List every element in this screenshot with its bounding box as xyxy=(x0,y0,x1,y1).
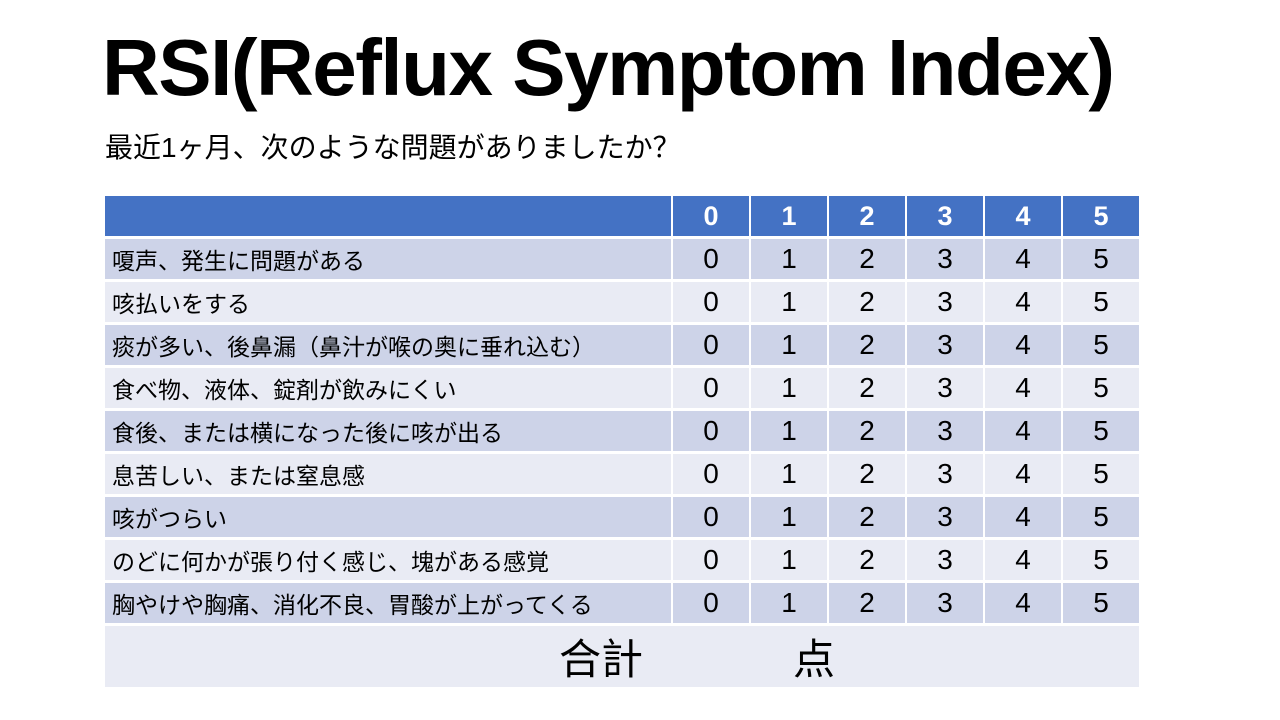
page-subtitle: 最近1ヶ月、次のような問題がありましたか？ xyxy=(105,132,681,163)
score-cell: 0 xyxy=(673,282,749,322)
score-cell: 1 xyxy=(751,497,827,537)
total-inner: 合計 点 xyxy=(559,626,835,687)
symptom-label-cell: 咳払いをする xyxy=(105,282,671,322)
score-cell: 2 xyxy=(829,239,905,279)
rsi-score-table: 0 1 2 3 4 5 嗄声、発生に問題がある 0 1 2 3 4 5 咳払いを… xyxy=(103,193,1141,690)
score-cell: 4 xyxy=(985,239,1061,279)
score-cell: 3 xyxy=(907,497,983,537)
table-row: 咳がつらい 0 1 2 3 4 5 xyxy=(105,497,1139,537)
score-cell: 4 xyxy=(985,282,1061,322)
score-cell: 5 xyxy=(1063,325,1139,365)
score-cell: 2 xyxy=(829,325,905,365)
score-cell: 1 xyxy=(751,368,827,408)
symptom-label-cell: 痰が多い、後鼻漏（鼻汁が喉の奥に垂れ込む） xyxy=(105,325,671,365)
table-row: 痰が多い、後鼻漏（鼻汁が喉の奥に垂れ込む） 0 1 2 3 4 5 xyxy=(105,325,1139,365)
score-header-cell: 2 xyxy=(829,196,905,236)
score-cell: 5 xyxy=(1063,368,1139,408)
score-cell: 0 xyxy=(673,540,749,580)
symptom-label-cell: 胸やけや胸痛、消化不良、胃酸が上がってくる xyxy=(105,583,671,623)
total-cell: 合計 点 xyxy=(105,626,1139,687)
symptom-label-cell: のどに何かが張り付く感じ、塊がある感覚 xyxy=(105,540,671,580)
score-cell: 3 xyxy=(907,540,983,580)
score-cell: 3 xyxy=(907,411,983,451)
score-cell: 2 xyxy=(829,368,905,408)
score-cell: 4 xyxy=(985,368,1061,408)
symptom-label-cell: 食べ物、液体、錠剤が飲みにくい xyxy=(105,368,671,408)
score-cell: 1 xyxy=(751,540,827,580)
page-title: RSI(Reflux Symptom Index) xyxy=(102,23,1115,112)
score-cell: 5 xyxy=(1063,540,1139,580)
symptom-label-cell: 食後、または横になった後に咳が出る xyxy=(105,411,671,451)
score-header-cell: 3 xyxy=(907,196,983,236)
score-cell: 5 xyxy=(1063,411,1139,451)
score-cell: 4 xyxy=(985,497,1061,537)
score-cell: 3 xyxy=(907,282,983,322)
score-cell: 3 xyxy=(907,454,983,494)
score-cell: 4 xyxy=(985,411,1061,451)
score-cell: 1 xyxy=(751,282,827,322)
symptom-label-cell: 咳がつらい xyxy=(105,497,671,537)
score-header-cell: 0 xyxy=(673,196,749,236)
score-cell: 2 xyxy=(829,583,905,623)
score-cell: 2 xyxy=(829,282,905,322)
table-row: 食後、または横になった後に咳が出る 0 1 2 3 4 5 xyxy=(105,411,1139,451)
score-cell: 5 xyxy=(1063,497,1139,537)
header-empty-cell xyxy=(105,196,671,236)
score-cell: 2 xyxy=(829,540,905,580)
table-row: 嗄声、発生に問題がある 0 1 2 3 4 5 xyxy=(105,239,1139,279)
score-cell: 5 xyxy=(1063,583,1139,623)
score-cell: 4 xyxy=(985,325,1061,365)
score-cell: 2 xyxy=(829,497,905,537)
score-cell: 2 xyxy=(829,411,905,451)
score-cell: 1 xyxy=(751,454,827,494)
score-cell: 0 xyxy=(673,583,749,623)
score-cell: 4 xyxy=(985,454,1061,494)
score-cell: 3 xyxy=(907,583,983,623)
score-cell: 0 xyxy=(673,411,749,451)
score-cell: 0 xyxy=(673,454,749,494)
score-cell: 0 xyxy=(673,368,749,408)
score-header-cell: 4 xyxy=(985,196,1061,236)
score-cell: 1 xyxy=(751,239,827,279)
score-cell: 4 xyxy=(985,583,1061,623)
score-cell: 1 xyxy=(751,325,827,365)
score-cell: 3 xyxy=(907,368,983,408)
score-header-cell: 5 xyxy=(1063,196,1139,236)
score-cell: 2 xyxy=(829,454,905,494)
table-row: 胸やけや胸痛、消化不良、胃酸が上がってくる 0 1 2 3 4 5 xyxy=(105,583,1139,623)
score-cell: 5 xyxy=(1063,454,1139,494)
table-header-row: 0 1 2 3 4 5 xyxy=(105,196,1139,236)
score-header-cell: 1 xyxy=(751,196,827,236)
symptom-label-cell: 息苦しい、または窒息感 xyxy=(105,454,671,494)
score-cell: 5 xyxy=(1063,282,1139,322)
table-row: 咳払いをする 0 1 2 3 4 5 xyxy=(105,282,1139,322)
score-cell: 3 xyxy=(907,239,983,279)
table-row: 息苦しい、または窒息感 0 1 2 3 4 5 xyxy=(105,454,1139,494)
score-cell: 5 xyxy=(1063,239,1139,279)
score-cell: 0 xyxy=(673,497,749,537)
score-cell: 0 xyxy=(673,325,749,365)
score-cell: 3 xyxy=(907,325,983,365)
score-cell: 0 xyxy=(673,239,749,279)
symptom-label-cell: 嗄声、発生に問題がある xyxy=(105,239,671,279)
score-cell: 4 xyxy=(985,540,1061,580)
table-row: のどに何かが張り付く感じ、塊がある感覚 0 1 2 3 4 5 xyxy=(105,540,1139,580)
score-cell: 1 xyxy=(751,583,827,623)
total-unit-label: 点 xyxy=(793,636,836,683)
score-cell: 1 xyxy=(751,411,827,451)
total-label: 合計 xyxy=(558,636,643,683)
table-row: 食べ物、液体、錠剤が飲みにくい 0 1 2 3 4 5 xyxy=(105,368,1139,408)
total-row: 合計 点 xyxy=(105,626,1139,687)
